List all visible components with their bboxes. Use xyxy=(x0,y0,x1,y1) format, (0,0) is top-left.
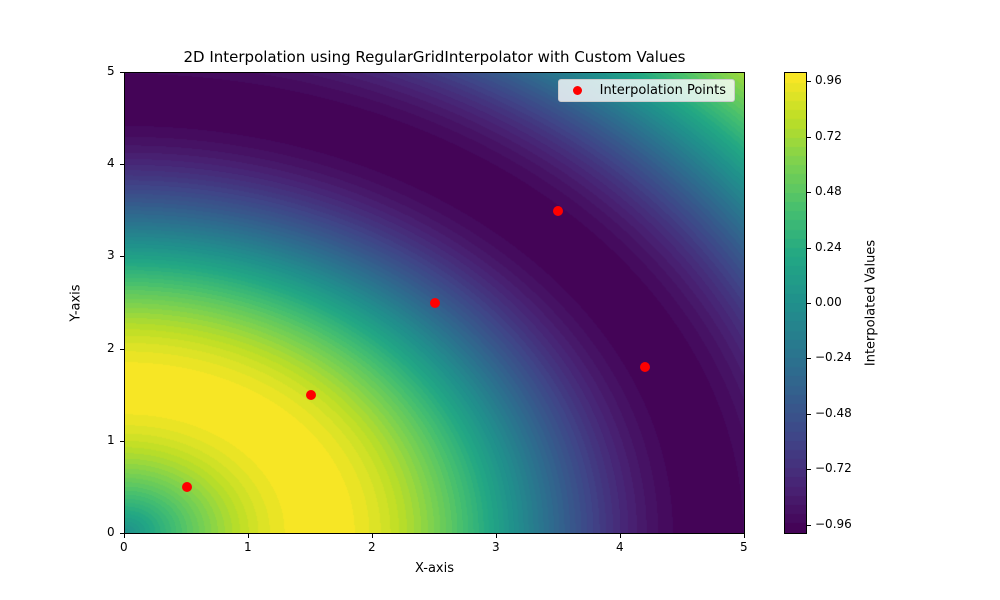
colorbar-tick-label: 0.72 xyxy=(815,128,842,143)
interpolation-point xyxy=(305,390,316,400)
x-tick-label: 5 xyxy=(740,540,748,554)
colorbar-tick-label: 0.00 xyxy=(815,295,842,309)
colorbar-tick-mark xyxy=(807,358,811,360)
y-tick-mark xyxy=(120,533,124,534)
colorbar-tick-mark xyxy=(807,136,811,138)
colorbar-tick-mark xyxy=(807,303,811,304)
y-tick-label: 3 xyxy=(107,248,115,263)
interpolation-point xyxy=(181,482,192,492)
x-tick-mark xyxy=(248,534,249,538)
y-tick-label: 5 xyxy=(107,64,115,78)
x-tick-mark xyxy=(496,534,497,538)
x-tick-mark xyxy=(620,534,621,538)
x-axis-label: X-axis xyxy=(415,561,454,576)
interpolation-point xyxy=(429,298,440,308)
y-tick-label: 2 xyxy=(107,340,115,355)
y-tick-mark xyxy=(120,256,124,258)
legend: Interpolation Points xyxy=(557,79,735,102)
y-axis-label: Y-axis xyxy=(68,284,84,322)
colorbar-tick-mark xyxy=(807,247,811,249)
y-tick-label: 1 xyxy=(107,432,115,447)
x-tick-label: 0 xyxy=(120,540,128,554)
colorbar-tick-label: −0.48 xyxy=(815,405,852,420)
x-tick-label: 2 xyxy=(368,540,376,554)
chart-title: 2D Interpolation using RegularGridInterp… xyxy=(183,48,686,66)
colorbar-tick-mark xyxy=(807,413,811,415)
x-tick-mark xyxy=(372,534,373,538)
colorbar-tick-label: −0.24 xyxy=(815,350,852,365)
interpolation-point xyxy=(553,206,564,216)
colorbar-tick-mark xyxy=(807,81,811,83)
x-tick-label: 3 xyxy=(492,540,500,554)
x-tick-mark xyxy=(744,534,745,538)
colorbar-tick-label: 0.96 xyxy=(815,73,842,88)
colorbar-tick-label: −0.96 xyxy=(815,516,852,531)
x-tick-mark xyxy=(124,534,125,538)
colorbar-tick-mark xyxy=(807,192,811,194)
x-tick-label: 4 xyxy=(616,540,624,554)
colorbar xyxy=(784,72,807,534)
interpolation-point xyxy=(639,362,650,373)
y-tick-label: 4 xyxy=(107,156,115,171)
colorbar-tick-mark xyxy=(807,469,811,471)
colorbar-tick-label: −0.72 xyxy=(815,461,852,476)
y-tick-label: 0 xyxy=(107,525,115,539)
x-tick-label: 1 xyxy=(244,540,252,554)
y-tick-mark xyxy=(120,164,124,166)
legend-marker-icon xyxy=(572,86,582,95)
colorbar-tick-mark xyxy=(807,524,811,526)
legend-label: Interpolation Points xyxy=(599,83,726,98)
colorbar-tick-label: 0.24 xyxy=(815,239,842,254)
colorbar-tick-label: 0.48 xyxy=(815,184,842,199)
plot-area: Interpolation Points xyxy=(124,72,745,534)
y-tick-mark xyxy=(120,72,124,73)
y-tick-mark xyxy=(120,440,124,442)
colorbar-gradient xyxy=(785,73,806,533)
colorbar-label: Interpolated Values xyxy=(863,239,879,367)
y-tick-mark xyxy=(120,348,124,350)
